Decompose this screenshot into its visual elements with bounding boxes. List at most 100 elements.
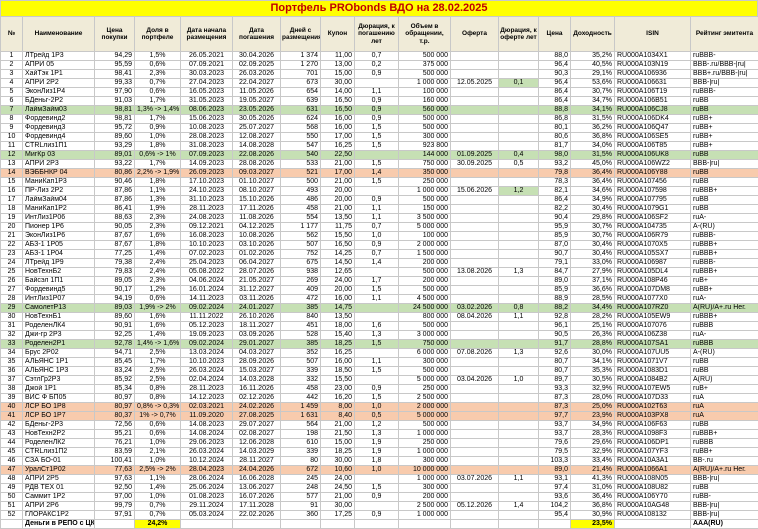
- cell-name: ИнтЛиз1Р07: [22, 294, 95, 304]
- cell-buy-price: 99,33: [94, 78, 135, 88]
- cell-rating: ruBBB+: [690, 267, 758, 277]
- table-row: 3 ХайТэк 1Р1 98,41 2,3% 30.03.2023 26.03.2026…: [0, 69, 758, 79]
- cell-start-date: 26.03.2024: [180, 447, 233, 457]
- cell-days: 550: [280, 132, 321, 142]
- cell-days: 624: [280, 114, 321, 124]
- cell-num: 30: [0, 312, 23, 322]
- cell-num: 3: [0, 69, 23, 79]
- cell-duration-maturity: 1,5: [354, 285, 399, 295]
- cell-offer: [450, 132, 499, 142]
- cell-isin: RU000A105SX7: [614, 249, 691, 259]
- cell-offer: [450, 240, 499, 250]
- cell-start-date: 14.09.2023: [180, 159, 233, 169]
- cell-duration-maturity: [354, 267, 399, 277]
- cell-volume: 2 500 000: [398, 501, 451, 511]
- cell-coupon: 16,00: [320, 114, 355, 124]
- cell-num: 29: [0, 303, 23, 313]
- cell-maturity-date: 14.03.2029: [232, 447, 281, 457]
- header-row: № Наименование Цена покупки Доля в портфеле…: [0, 16, 758, 52]
- cell-price: 85,9: [538, 285, 571, 295]
- cell-isin: RU000A104735: [614, 222, 691, 232]
- cell-duration-offer: [498, 411, 539, 421]
- cell-volume: 200 000: [398, 258, 451, 268]
- cell-coupon: 30,00: [320, 456, 355, 466]
- cell-isin: RU000A107UU5: [614, 348, 691, 358]
- cell-duration-maturity: [354, 303, 399, 313]
- cell-days: 458: [280, 384, 321, 394]
- cell-share: 1,4%: [134, 249, 181, 259]
- cell-duration-maturity: 1,9: [354, 447, 399, 457]
- column-header-buy-price: Цена покупки: [94, 16, 135, 52]
- cell-maturity-date: 03.09.2026: [232, 330, 281, 340]
- cell-coupon: 21,00: [320, 177, 355, 187]
- cell-num: 45: [0, 447, 23, 457]
- cell-name: АЛЬЯНС 1Р3: [22, 366, 95, 376]
- cell-offer: [450, 393, 499, 403]
- cell-share: 0,6%: [134, 420, 181, 430]
- cell-coupon: 11,00: [320, 51, 355, 61]
- cell-coupon: 11,75: [320, 222, 355, 232]
- cell-days: 840: [280, 312, 321, 322]
- cell-isin: RU000A107RZ0: [614, 303, 691, 313]
- cell-maturity-date: 25.07.2027: [232, 123, 281, 133]
- cell-days: 248: [280, 483, 321, 493]
- cell-buy-price: 86,41: [94, 204, 135, 214]
- cell-yield: 25,0%: [570, 402, 615, 412]
- cell-start-date: 26.09.2023: [180, 168, 233, 178]
- table-row: 44 РоделенЛК2 76,21 1,0% 29.06.2023 12.06.202…: [0, 438, 758, 448]
- cell-coupon: 20,00: [320, 195, 355, 205]
- cell-num: 7: [0, 105, 23, 115]
- cell-coupon: 20,00: [320, 285, 355, 295]
- cell-duration-maturity: 0,9: [354, 114, 399, 124]
- cell-volume: 2 500 000: [398, 393, 451, 403]
- cell-offer: [450, 258, 499, 268]
- cell-price: 96,4: [538, 60, 571, 70]
- cell-share: 1,8%: [134, 141, 181, 151]
- cell-coupon: 15,50: [320, 231, 355, 241]
- cell-buy-price: 72,56: [94, 420, 135, 430]
- table-row: 13 АПРИ 2Р3 93,22 1,7% 14.09.2023 28.08.2026 5…: [0, 159, 758, 169]
- cell-maturity-date: 22.08.2026: [232, 150, 281, 160]
- cell-buy-price: 95,59: [94, 60, 135, 70]
- cell-yield: 28,3%: [570, 429, 615, 439]
- cell-num: 41: [0, 411, 23, 421]
- table-row: 33 Роделен2Р1 92,78 1,4% -> 1,6% 09.02.2024 2…: [0, 339, 758, 349]
- cell-buy-price: 97,91: [94, 510, 135, 520]
- cell-volume: 560 000: [398, 105, 451, 115]
- cell-offer: [450, 330, 499, 340]
- cell-yield: 36,6%: [570, 285, 615, 295]
- cell-maturity-date: 26.10.2026: [232, 312, 281, 322]
- cell-start-date: 09.12.2021: [180, 222, 233, 232]
- cell-volume: 250 000: [398, 384, 451, 394]
- cell-share: 1,7%: [134, 114, 181, 124]
- cell-isin: RU000A106CJ8: [614, 105, 691, 115]
- cell-coupon: 15,50: [320, 375, 355, 385]
- cell-coupon: 13,00: [320, 60, 355, 70]
- cell-duration-maturity: 0,7: [354, 51, 399, 61]
- cell-share: 1,6%: [134, 312, 181, 322]
- cell-buy-price: 92,50: [94, 483, 135, 493]
- cell-rating: ruBBB+: [690, 312, 758, 322]
- cell-days: 528: [280, 330, 321, 340]
- cell-days: 507: [280, 240, 321, 250]
- cell-num: 11: [0, 141, 23, 151]
- table-row: 6 БДеньг-2Р2 91,03 1,7% 31.05.2023 19.05.2027…: [0, 96, 758, 106]
- cell-start-date: 30.03.2023: [180, 69, 233, 79]
- table-row: 23 АБЗ-1 1Р04 77,25 1,4% 07.02.2023 01.02.202…: [0, 249, 758, 259]
- table-row: 29 СамолетР13 89,03 1,9% -> 2% 09.02.2024 24.…: [0, 303, 758, 313]
- column-header-price: Цена: [538, 16, 571, 52]
- cell-isin: RU000A107795: [614, 195, 691, 205]
- cell-rating: ruBBB+: [690, 240, 758, 250]
- cell-coupon: 14,50: [320, 258, 355, 268]
- cell-start-date: 14.12.2023: [180, 393, 233, 403]
- cell-maturity-date: 10.08.2026: [232, 231, 281, 241]
- cell-duration-offer: [498, 60, 539, 70]
- cell-isin: RU000A1070X5: [614, 240, 691, 250]
- cell-share: 2,5% -> 2%: [134, 465, 181, 475]
- table-row: 36 АЛЬЯНС 1Р3 83,24 2,5% 26.03.2024 15.03.202…: [0, 366, 758, 376]
- cell-yield: 30,4%: [570, 240, 615, 250]
- cell-yield: 34,9%: [570, 195, 615, 205]
- cell-rating: ruA-: [690, 330, 758, 340]
- cell-coupon: 15,00: [320, 69, 355, 79]
- cell-start-date: 29.06.2023: [180, 438, 233, 448]
